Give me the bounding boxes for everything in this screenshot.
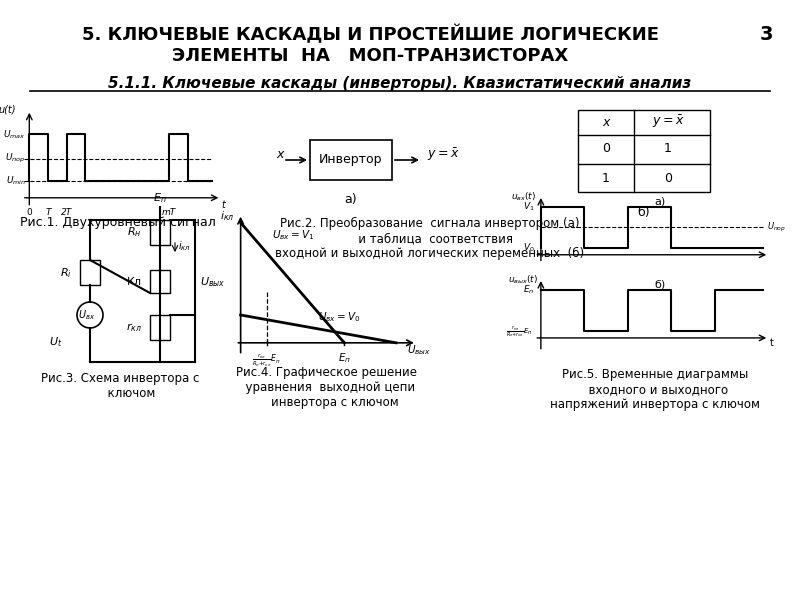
Text: $U_{min}$: $U_{min}$ bbox=[6, 175, 26, 187]
Text: 5.1.1. Ключевые каскады (инверторы). Квазистатический анализ: 5.1.1. Ключевые каскады (инверторы). Ква… bbox=[108, 76, 692, 91]
Text: x: x bbox=[602, 115, 610, 128]
Text: 0: 0 bbox=[26, 208, 32, 217]
Text: $E_п$: $E_п$ bbox=[153, 191, 167, 205]
Text: Рис.1. Двухуровневый сигнал: Рис.1. Двухуровневый сигнал bbox=[20, 216, 216, 229]
FancyBboxPatch shape bbox=[310, 140, 392, 180]
Text: $R_i$: $R_i$ bbox=[60, 266, 72, 280]
Text: $u_{вых}(t)$: $u_{вых}(t)$ bbox=[509, 274, 538, 286]
Text: $U_{вх} = V_1$: $U_{вх} = V_1$ bbox=[272, 229, 314, 242]
Text: Рис.4. Графическое решение
  уравнения  выходной цепи
    инвертора с ключом: Рис.4. Графическое решение уравнения вых… bbox=[237, 366, 418, 409]
Text: 5. КЛЮЧЕВЫЕ КАСКАДЫ И ПРОСТЕЙШИЕ ЛОГИЧЕСКИЕ: 5. КЛЮЧЕВЫЕ КАСКАДЫ И ПРОСТЕЙШИЕ ЛОГИЧЕС… bbox=[82, 25, 658, 44]
Text: а): а) bbox=[654, 197, 665, 207]
Text: $U_{вх}$: $U_{вх}$ bbox=[78, 308, 96, 322]
Bar bbox=[80, 260, 100, 285]
Text: $U_t$: $U_t$ bbox=[49, 335, 62, 349]
Text: u(t): u(t) bbox=[0, 105, 16, 115]
Text: Рис.3. Схема инвертора с
      ключом: Рис.3. Схема инвертора с ключом bbox=[41, 372, 199, 400]
Text: x: x bbox=[276, 148, 284, 161]
Text: 0: 0 bbox=[664, 172, 672, 185]
Text: 1: 1 bbox=[602, 172, 610, 185]
Text: $i_{кл}$: $i_{кл}$ bbox=[219, 209, 234, 223]
Bar bbox=[578, 110, 710, 192]
Text: $i_{кл}$: $i_{кл}$ bbox=[178, 239, 191, 253]
Text: Кл: Кл bbox=[127, 277, 142, 287]
Text: Инвертор: Инвертор bbox=[319, 154, 382, 166]
Bar bbox=[150, 220, 170, 245]
Text: 2T: 2T bbox=[61, 208, 72, 217]
Text: 3: 3 bbox=[760, 25, 774, 44]
Text: T: T bbox=[46, 208, 50, 217]
Bar bbox=[150, 315, 170, 340]
Bar bbox=[150, 270, 170, 293]
Text: Рис.5. Временные диаграммы
  входного и выходного
напряжений инвертора с ключом: Рис.5. Временные диаграммы входного и вы… bbox=[550, 368, 760, 411]
Text: t: t bbox=[221, 200, 225, 210]
Text: $E_п$: $E_п$ bbox=[522, 284, 534, 296]
Text: $V_1$: $V_1$ bbox=[522, 201, 534, 213]
Text: $U_{вых}$: $U_{вых}$ bbox=[406, 344, 430, 358]
Text: $r_{кл}$: $r_{кл}$ bbox=[126, 322, 142, 334]
Text: $y=\bar{x}$: $y=\bar{x}$ bbox=[652, 114, 684, 130]
Text: $y=\bar{x}$: $y=\bar{x}$ bbox=[427, 147, 459, 163]
Text: $\frac{r_{кл}}{R_н{+}r_{кл}}E_п$: $\frac{r_{кл}}{R_н{+}r_{кл}}E_п$ bbox=[252, 352, 281, 369]
Text: $E_п$: $E_п$ bbox=[338, 352, 350, 365]
Text: ЭЛЕМЕНТЫ  НА   МОП-ТРАНЗИСТОРАХ: ЭЛЕМЕНТЫ НА МОП-ТРАНЗИСТОРАХ bbox=[172, 47, 568, 65]
Text: $U_{max}$: $U_{max}$ bbox=[3, 128, 26, 140]
Text: $U_{пор}$: $U_{пор}$ bbox=[6, 152, 26, 165]
Text: Рис.2. Преобразование  сигнала инвертором (а)
   и таблица  соответствия
входной: Рис.2. Преобразование сигнала инвертором… bbox=[275, 217, 585, 260]
Text: 1: 1 bbox=[664, 142, 672, 155]
Text: mT: mT bbox=[162, 208, 176, 217]
Text: $U_{вх} = V_0$: $U_{вх} = V_0$ bbox=[318, 311, 361, 325]
Text: б): б) bbox=[638, 206, 650, 219]
Text: б): б) bbox=[654, 280, 665, 290]
Text: $V_0$: $V_0$ bbox=[522, 242, 534, 254]
Text: t: t bbox=[770, 338, 774, 348]
Text: $U_{пор}$: $U_{пор}$ bbox=[767, 221, 786, 234]
Text: 0: 0 bbox=[602, 142, 610, 155]
Text: $u_{вх}(t)$: $u_{вх}(t)$ bbox=[511, 191, 536, 203]
Text: а): а) bbox=[345, 193, 358, 206]
Text: $\frac{r_{кл}}{R_н{+}r_{кл}}E_п$: $\frac{r_{кл}}{R_н{+}r_{кл}}E_п$ bbox=[506, 323, 532, 338]
Text: $R_н$: $R_н$ bbox=[127, 225, 142, 239]
Text: $U_{вых}$: $U_{вых}$ bbox=[200, 275, 226, 289]
